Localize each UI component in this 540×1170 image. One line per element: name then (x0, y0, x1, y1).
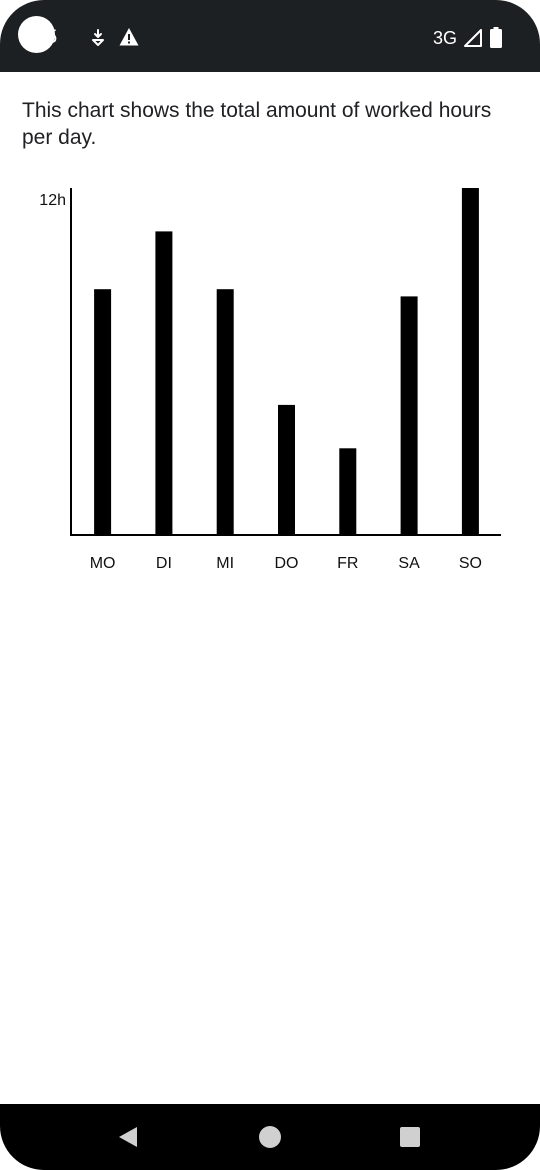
recents-icon[interactable] (400, 1127, 420, 1147)
bar-fr (339, 448, 357, 536)
bar-mo (94, 289, 112, 535)
bar-do (278, 404, 295, 535)
bar-sa (400, 296, 418, 535)
x-tick-label-so: SO (459, 555, 482, 572)
worked-hours-bar-chart: MO DI MI DO FR SA SO 12h (39, 188, 501, 572)
status-time: 45 (36, 27, 58, 48)
download-notification-icon (92, 29, 104, 46)
chart-description: This chart shows the total amount of wor… (22, 99, 492, 149)
signal-icon (464, 29, 482, 47)
bar-so (461, 188, 479, 535)
bar-mi (216, 289, 234, 535)
bar-di (155, 231, 173, 535)
x-tick-label-mo: MO (90, 555, 116, 572)
battery-icon (490, 27, 502, 48)
x-tick-label-sa: SA (398, 555, 420, 572)
x-tick-label-di: DI (156, 555, 172, 572)
x-tick-label-mi: MI (216, 555, 234, 572)
network-type: 3G (433, 28, 458, 48)
back-icon[interactable] (117, 1126, 139, 1148)
x-tick-label-fr: FR (337, 555, 358, 572)
home-icon[interactable] (259, 1126, 281, 1148)
status-bar: 45 3G (0, 0, 540, 72)
navigation-bar (0, 1104, 540, 1170)
x-tick-label-do: DO (275, 555, 299, 572)
y-tick-label: 12h (39, 192, 66, 209)
warning-icon (119, 28, 139, 46)
camera-cutout (18, 16, 55, 53)
